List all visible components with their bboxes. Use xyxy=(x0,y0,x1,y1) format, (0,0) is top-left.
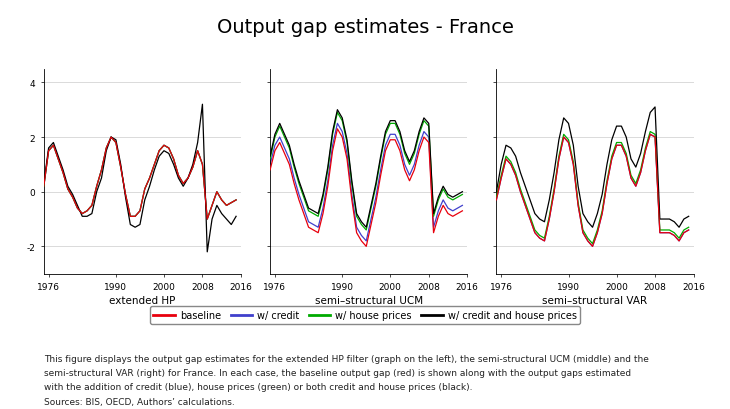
X-axis label: extended HP: extended HP xyxy=(110,295,175,306)
Text: This figure displays the output gap estimates for the extended HP filter (graph : This figure displays the output gap esti… xyxy=(44,354,649,363)
Legend: baseline, w/ credit, w/ house prices, w/ credit and house prices: baseline, w/ credit, w/ house prices, w/… xyxy=(150,307,580,324)
X-axis label: semi–structural UCM: semi–structural UCM xyxy=(315,295,423,306)
Text: Output gap estimates - France: Output gap estimates - France xyxy=(217,18,513,37)
Text: with the addition of credit (blue), house prices (green) or both credit and hous: with the addition of credit (blue), hous… xyxy=(44,382,472,391)
X-axis label: semi–structural VAR: semi–structural VAR xyxy=(542,295,648,306)
Text: semi-structural VAR (right) for France. In each case, the baseline output gap (r: semi-structural VAR (right) for France. … xyxy=(44,368,631,377)
Text: Sources: BIS, OECD, Authors’ calculations.: Sources: BIS, OECD, Authors’ calculation… xyxy=(44,397,234,406)
